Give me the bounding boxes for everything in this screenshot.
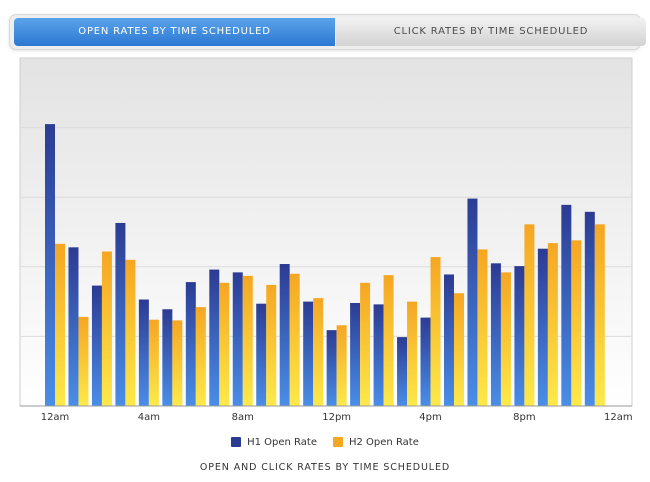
bar-h2-10pm[interactable] — [571, 240, 582, 406]
legend-label-h2: H2 Open Rate — [349, 436, 419, 448]
bar-h1-3am[interactable] — [115, 222, 126, 406]
x-tick-label: 12pm — [322, 412, 351, 423]
bar-h1-11am[interactable] — [303, 301, 314, 406]
bar-h1-6am[interactable] — [185, 282, 196, 406]
bar-h1-12pm[interactable] — [326, 330, 337, 406]
legend-swatch-h1 — [231, 437, 242, 447]
bar-h2-5am[interactable] — [172, 320, 183, 406]
tab-click-rates[interactable]: CLICK RATES BY TIME SCHEDULED — [336, 18, 646, 46]
bar-h1-2pm[interactable] — [373, 304, 384, 406]
x-tick-label: 12am — [41, 412, 70, 423]
bar-h2-8pm[interactable] — [524, 224, 535, 406]
bar-h1-3pm[interactable] — [397, 337, 408, 406]
bar-h2-1am[interactable] — [78, 316, 89, 406]
bar-h2-5pm[interactable] — [453, 293, 464, 406]
bar-h1-5am[interactable] — [162, 309, 173, 406]
chart-caption: OPEN AND CLICK RATES BY TIME SCHEDULED — [199, 462, 451, 473]
x-tick-label: 4am — [138, 412, 160, 423]
legend-item-h1[interactable]: H1 Open Rate — [231, 437, 317, 448]
bar-h1-7am[interactable] — [209, 269, 220, 406]
bar-h1-10am[interactable] — [279, 264, 290, 406]
x-axis-ticks: 12am 4am 8am 12pm 4pm 8pm 12am — [41, 412, 633, 423]
x-tick-label: 8pm — [513, 412, 535, 423]
legend-swatch-h2 — [333, 437, 343, 447]
bar-h2-12am[interactable] — [55, 243, 65, 406]
bar-h2-4am[interactable] — [148, 319, 159, 406]
bar-h1-4am[interactable] — [138, 299, 149, 406]
bar-h2-9am[interactable] — [266, 284, 277, 406]
bar-h1-6pm[interactable] — [467, 198, 478, 406]
bar-h2-2am[interactable] — [101, 251, 112, 406]
bar-h2-8am[interactable] — [242, 275, 253, 406]
x-tick-label: 12am — [604, 412, 633, 423]
bar-h2-10am[interactable] — [289, 273, 300, 406]
bar-h2-11pm[interactable] — [594, 224, 605, 406]
bar-h2-12pm[interactable] — [336, 325, 347, 406]
bar-h2-1pm[interactable] — [360, 282, 371, 406]
bars — [45, 124, 605, 407]
bar-h1-4pm[interactable] — [420, 317, 431, 406]
bar-h1-1pm[interactable] — [350, 302, 361, 406]
bar-h1-9pm[interactable] — [537, 248, 548, 406]
bar-h1-8pm[interactable] — [514, 266, 525, 406]
bar-h2-6pm[interactable] — [477, 249, 488, 406]
bar-h2-3pm[interactable] — [407, 301, 418, 406]
bar-h2-3am[interactable] — [125, 259, 136, 406]
legend-item-h2[interactable]: H2 Open Rate — [333, 437, 419, 448]
legend: H1 Open Rate H2 Open Rate — [0, 434, 650, 450]
bar-h1-8am[interactable] — [232, 272, 243, 406]
bar-h1-9am[interactable] — [256, 303, 267, 406]
bar-h2-7am[interactable] — [219, 282, 230, 406]
bar-h2-4pm[interactable] — [430, 257, 441, 406]
bar-h1-7pm[interactable] — [490, 263, 501, 406]
chart-tabs: OPEN RATES BY TIME SCHEDULED CLICK RATES… — [10, 15, 646, 49]
x-tick-label: 8am — [232, 412, 254, 423]
bar-h1-12am[interactable] — [45, 124, 55, 407]
legend-label-h1: H1 Open Rate — [247, 436, 317, 448]
bar-h2-7pm[interactable] — [500, 272, 511, 406]
bar-h1-1am[interactable] — [68, 247, 79, 406]
bar-h1-11pm[interactable] — [584, 211, 595, 406]
bar-h1-2am[interactable] — [91, 285, 102, 406]
bar-h2-9pm[interactable] — [547, 243, 558, 406]
bar-h1-5pm[interactable] — [443, 274, 454, 406]
x-tick-label: 4pm — [419, 412, 441, 423]
bar-h1-10pm[interactable] — [561, 204, 572, 406]
bar-h2-6am[interactable] — [195, 307, 206, 406]
bar-h2-2pm[interactable] — [383, 275, 394, 406]
open-rates-chart: 12am 4am 8am 12pm 4pm 8pm 12am — [19, 57, 633, 423]
bar-h2-11am[interactable] — [313, 298, 324, 406]
tab-open-rates[interactable]: OPEN RATES BY TIME SCHEDULED — [14, 18, 335, 46]
